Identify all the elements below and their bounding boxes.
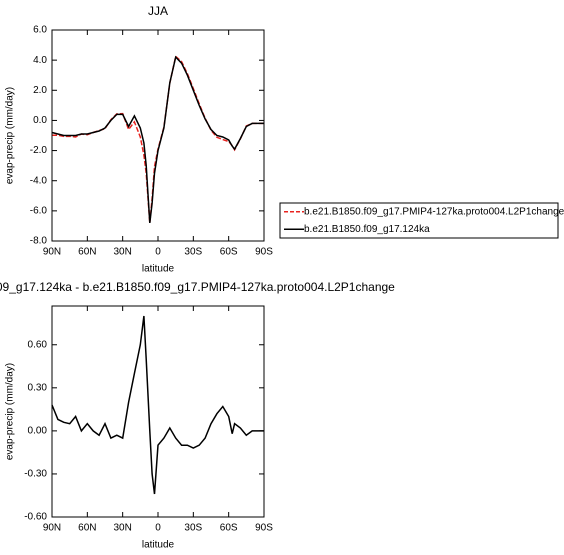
x-tick-label: 30S: [184, 247, 202, 258]
y-axis-label: evap-precip (mm/day): [5, 87, 16, 184]
x-tick-label: 30N: [113, 523, 131, 534]
x-tick-label: 0: [155, 523, 161, 534]
y-tick-label: 0.30: [28, 382, 48, 393]
data-line: [52, 54, 264, 223]
y-tick-label: -4.0: [30, 175, 48, 186]
y-tick-label: 2.0: [33, 85, 47, 96]
x-axis-label: latitude: [142, 264, 175, 275]
y-tick-label: 0.60: [28, 339, 48, 350]
legend-box: [279, 202, 559, 239]
data-line: [51, 315, 264, 495]
x-tick-label: 60S: [220, 247, 238, 258]
y-tick-label: -0.60: [24, 512, 47, 523]
y-tick-label: -2.0: [30, 145, 48, 156]
plot-frame: [51, 305, 265, 518]
legend-label: b.e21.B1850.f09_g17.124ka: [304, 224, 430, 235]
y-axis-label: evap-precip (mm/day): [5, 363, 16, 460]
chart-title: JJA: [148, 4, 168, 18]
chart-title: b.e21.B1850.f09_g17.124ka - b.e21.B1850.…: [0, 280, 395, 294]
y-tick-label: 0.00: [28, 426, 48, 437]
x-axis-label: latitude: [142, 540, 175, 551]
x-tick-label: 60N: [78, 247, 96, 258]
y-tick-label: 6.0: [33, 25, 47, 36]
plot-frame: [51, 29, 265, 242]
y-tick-label: -0.30: [24, 469, 47, 480]
x-tick-label: 0: [155, 247, 161, 258]
legend-label: b.e21.B1850.f09_g17.PMIP4-127ka.proto004…: [304, 206, 564, 217]
x-tick-label: 90S: [255, 523, 273, 534]
x-tick-label: 30N: [113, 247, 131, 258]
x-tick-label: 60S: [220, 523, 238, 534]
x-tick-label: 90S: [255, 247, 273, 258]
y-tick-label: -8.0: [30, 236, 48, 247]
x-tick-label: 30S: [184, 523, 202, 534]
y-tick-label: 4.0: [33, 55, 47, 66]
y-tick-label: -6.0: [30, 205, 48, 216]
x-tick-label: 90N: [43, 247, 61, 258]
x-tick-label: 90N: [43, 523, 61, 534]
data-line: [51, 55, 264, 223]
x-tick-label: 60N: [78, 523, 96, 534]
y-tick-label: 0.0: [33, 115, 47, 126]
